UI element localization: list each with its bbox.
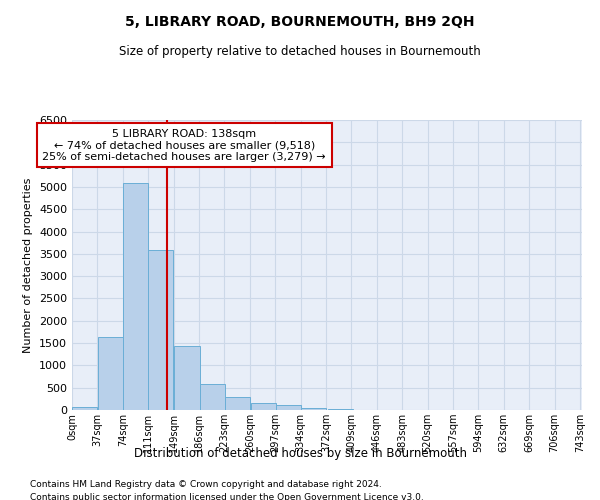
Text: Size of property relative to detached houses in Bournemouth: Size of property relative to detached ho… bbox=[119, 45, 481, 58]
Bar bbox=[200, 384, 225, 410]
Bar bbox=[72, 407, 97, 410]
Bar bbox=[301, 408, 326, 410]
Bar bbox=[123, 183, 148, 410]
Bar bbox=[225, 396, 250, 410]
Text: 5 LIBRARY ROAD: 138sqm
← 74% of detached houses are smaller (9,518)
25% of semi-: 5 LIBRARY ROAD: 138sqm ← 74% of detached… bbox=[43, 128, 326, 162]
Bar bbox=[276, 404, 301, 410]
Text: Contains public sector information licensed under the Open Government Licence v3: Contains public sector information licen… bbox=[30, 492, 424, 500]
Bar bbox=[175, 346, 199, 410]
Text: 5, LIBRARY ROAD, BOURNEMOUTH, BH9 2QH: 5, LIBRARY ROAD, BOURNEMOUTH, BH9 2QH bbox=[125, 15, 475, 29]
Bar bbox=[148, 250, 173, 410]
Y-axis label: Number of detached properties: Number of detached properties bbox=[23, 178, 34, 352]
Bar bbox=[328, 408, 353, 410]
Bar bbox=[251, 404, 275, 410]
Text: Contains HM Land Registry data © Crown copyright and database right 2024.: Contains HM Land Registry data © Crown c… bbox=[30, 480, 382, 489]
Bar bbox=[98, 338, 122, 410]
Text: Distribution of detached houses by size in Bournemouth: Distribution of detached houses by size … bbox=[133, 448, 467, 460]
